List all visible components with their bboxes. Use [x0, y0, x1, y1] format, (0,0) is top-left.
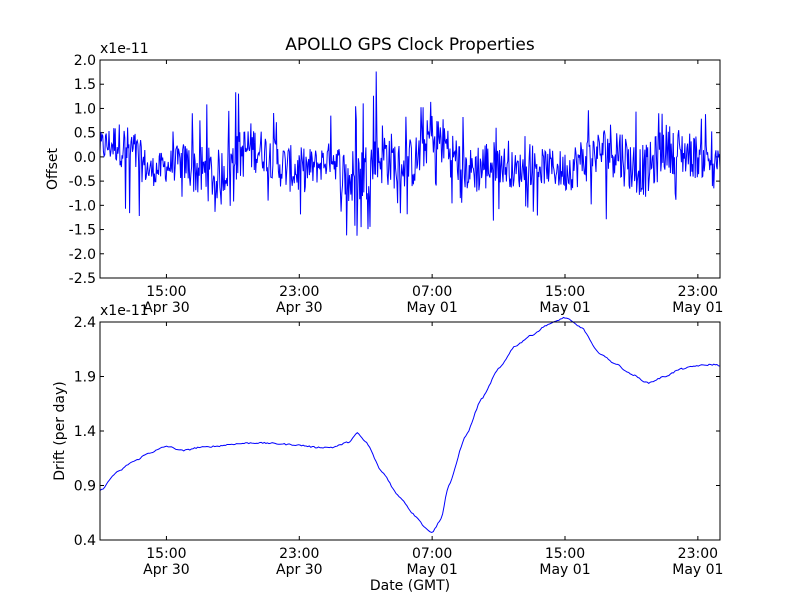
offset-ytick-label: -1.5	[69, 223, 96, 239]
offset-xtick-hour-label: 15:00	[146, 284, 186, 300]
drift-xtick-date-label: May 01	[672, 562, 723, 578]
drift-multiplier-label: x1e-11	[100, 303, 149, 319]
offset-ytick-label: -2.5	[69, 271, 96, 287]
drift-xtick-hour-label: 15:00	[545, 546, 585, 562]
drift-axes-frame	[99, 321, 721, 541]
offset-series-line	[99, 71, 721, 236]
drift-ytick-label: 2.4	[74, 315, 96, 331]
drift-xtick-date-label: Apr 30	[276, 562, 322, 578]
drift-panel: x1e-11 Drift (per day) 0.4 0.9 1.4 1.9 2.4 1…	[52, 303, 723, 578]
drift-ytick-label: 0.9	[74, 479, 96, 495]
offset-ytick-label: -0.5	[69, 174, 96, 190]
offset-ytick-label: 1.5	[74, 77, 96, 93]
offset-xtick-hour-label: 23:00	[279, 284, 319, 300]
drift-ylabel: Drift (per day)	[52, 381, 68, 480]
offset-xtick-hour-label: 15:00	[545, 284, 585, 300]
offset-ytick-label: 2.0	[74, 53, 96, 69]
drift-xtick-hour-label: 23:00	[279, 546, 319, 562]
offset-y-ticks: -2.5 -2.0 -1.5 -1.0 -0.5 0.0 0.5 1.0 1.5 2.0	[69, 53, 720, 287]
offset-ytick-label: -2.0	[69, 247, 96, 263]
offset-xtick-date-label: May 01	[539, 300, 590, 316]
offset-xtick-date-label: Apr 30	[276, 300, 322, 316]
drift-xtick-hour-label: 15:00	[146, 546, 186, 562]
drift-ytick-label: 1.4	[74, 424, 96, 440]
drift-xtick-date-label: May 01	[539, 562, 590, 578]
offset-ylabel: Offset	[45, 147, 61, 190]
offset-ytick-label: 0.0	[74, 150, 96, 166]
drift-series-line	[99, 316, 721, 534]
offset-xtick-date-label: May 01	[407, 300, 458, 316]
drift-plot-area	[100, 322, 720, 540]
drift-xtick-date-label: Apr 30	[143, 562, 189, 578]
offset-xtick-date-label: Apr 30	[143, 300, 189, 316]
drift-ytick-label: 1.9	[74, 370, 96, 386]
x-axis-label: Date (GMT)	[370, 578, 450, 594]
drift-xtick-hour-label: 23:00	[678, 546, 718, 562]
offset-xtick-date-label: May 01	[672, 300, 723, 316]
offset-xtick-hour-label: 23:00	[678, 284, 718, 300]
figure-title: APOLLO GPS Clock Properties	[285, 35, 535, 55]
drift-y-ticks: 0.4 0.9 1.4 1.9 2.4	[74, 315, 720, 549]
offset-axes-frame	[99, 59, 721, 279]
offset-ytick-label: -1.0	[69, 198, 96, 214]
drift-ytick-label: 0.4	[74, 533, 96, 549]
offset-panel: x1e-11 Offset -2.5 -2.0 -1.5 -1.0 -0.5 0.0 0.5…	[45, 41, 723, 316]
offset-xtick-hour-label: 07:00	[412, 284, 452, 300]
drift-xtick-date-label: May 01	[407, 562, 458, 578]
offset-multiplier-label: x1e-11	[100, 41, 149, 57]
offset-ytick-label: 0.5	[74, 126, 96, 142]
drift-xtick-hour-label: 07:00	[412, 546, 452, 562]
offset-ytick-label: 1.0	[74, 101, 96, 117]
